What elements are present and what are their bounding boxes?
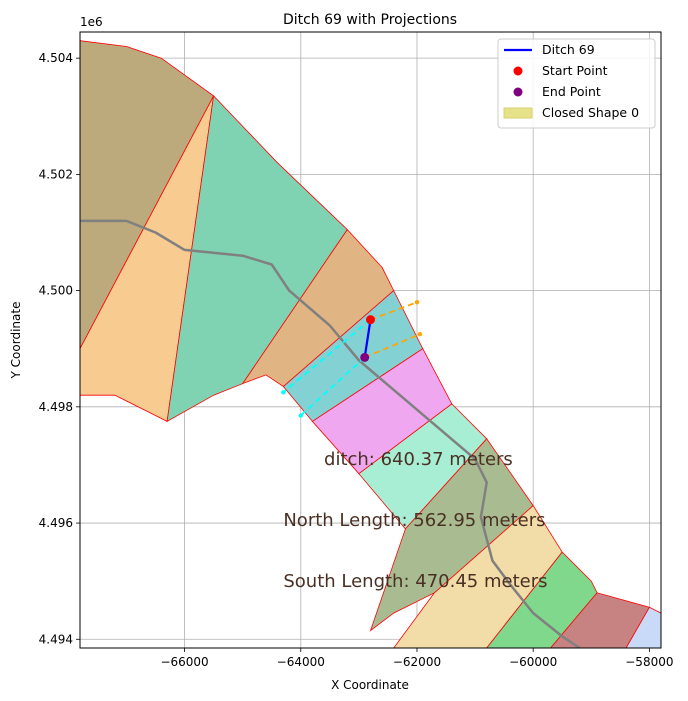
y-tick-label: 4.502 [39,167,73,181]
parcel-shape [625,606,661,648]
y-axis-label: Y Coordinate [9,302,23,380]
x-tick-label: −58000 [625,655,673,669]
legend-label: Start Point [542,63,608,78]
legend-label: End Point [542,84,601,99]
y-tick-label: 4.504 [39,51,73,65]
parcel-shapes [80,40,661,648]
y-tick-label: 4.494 [39,632,73,646]
y-tick-label: 4.500 [39,284,73,298]
legend-swatch-point [513,87,523,97]
axis-ticks: −66000 −64000 −62000 −60000 −58000 4.494 4.496… [39,51,674,669]
parcel-shape [486,551,598,648]
annotations: ditch: 640.37 meters North Length: 562.95… [283,449,547,592]
y-tick-label: 4.498 [39,400,73,414]
parcel-shape [80,40,215,349]
plot-lines [80,219,581,648]
end-point-marker [360,352,370,362]
projection-line [300,356,366,417]
legend: Ditch 69 Start Point End Point Closed Shape… [497,38,656,129]
legend-label: Closed Shape 0 [542,105,639,120]
ditch-line [363,319,372,358]
x-tick-label: −60000 [509,655,557,669]
x-axis-label: X Coordinate [331,678,409,692]
legend-swatch-point [513,66,523,76]
projection-line [370,301,418,321]
length-annotation: ditch: 640.37 meters [324,449,513,470]
legend-box [497,38,656,129]
x-tick-label: −62000 [393,655,441,669]
legend-swatch-patch [503,107,533,119]
start-point-marker [366,315,375,325]
y-tick-label: 4.496 [39,516,73,530]
projection-endpoint [281,390,286,395]
length-annotation: South Length: 470.45 meters [283,571,547,592]
projection-endpoint [414,300,420,305]
x-tick-label: −66000 [160,655,208,669]
x-tick-label: −64000 [277,655,325,669]
y-offset-label: 1e6 [80,15,103,29]
projection-line [282,319,372,393]
road-line [80,219,581,648]
chart-title: Ditch 69 with Projections [283,12,457,28]
projection-endpoint [298,413,303,418]
legend-label: Ditch 69 [542,42,595,57]
projection-endpoint [417,331,423,337]
length-annotation: North Length: 562.95 meters [283,510,545,531]
plot-frame [79,31,662,649]
